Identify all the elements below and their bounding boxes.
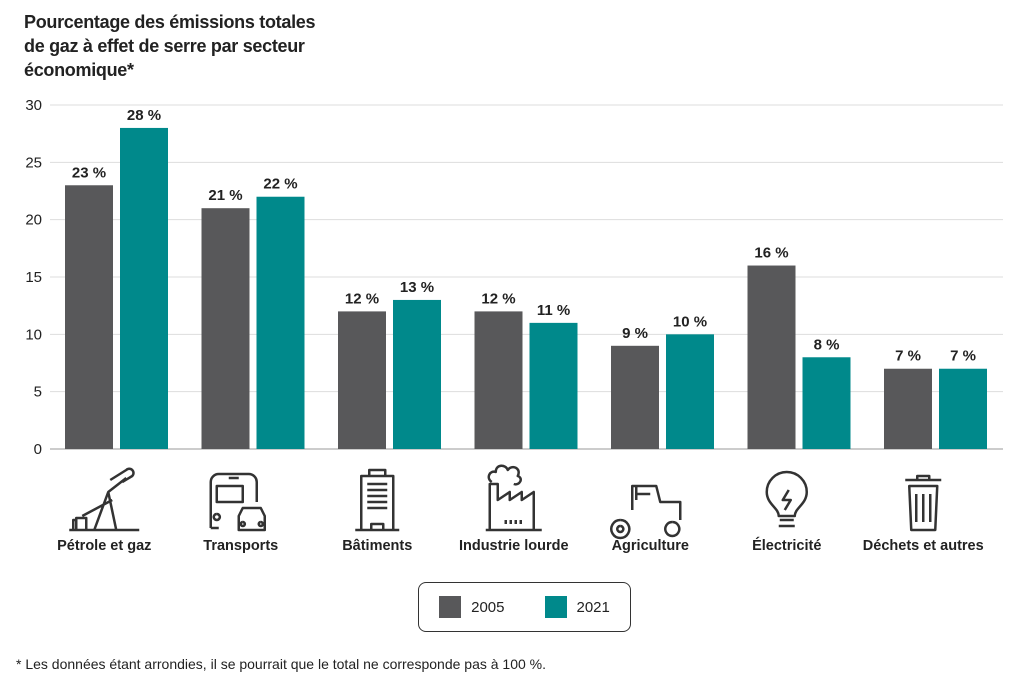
bar-2005 [884,368,932,449]
data-label: 13 % [400,279,434,296]
x-category-label: Pétrole et gaz [57,538,151,554]
x-category-label: Bâtiments [342,538,412,554]
y-tick-label: 15 [25,269,42,286]
y-tick-label: 5 [34,384,42,401]
data-label: 12 % [345,290,379,307]
chart-title: Pourcentage des émissions totales de gaz… [24,12,316,80]
data-label: 9 % [622,325,648,342]
x-category-label: Électricité [752,537,821,554]
y-tick-label: 10 [25,326,42,343]
data-label: 21 % [208,187,242,204]
data-label: 22 % [263,176,297,193]
bar-2005 [747,265,796,449]
footnote: * Les données étant arrondies, il se pou… [16,656,547,672]
legend-swatch-2021 [544,596,567,618]
y-tick-label: 30 [25,97,42,114]
bar-2005 [474,311,523,449]
bar-2021 [120,127,168,449]
legend-label-2021: 2021 [576,598,610,616]
x-category-label: Transports [203,538,278,554]
x-category-label: Déchets et autres [863,538,984,554]
bar-2005 [201,208,250,449]
bar-2021 [666,334,714,449]
bar-2021 [939,368,987,449]
data-label: 8 % [814,336,840,353]
factory-icon [485,464,542,532]
tractor-icon [610,484,682,540]
bar-2005 [65,185,113,449]
legend-item-2021: 2021 [544,596,610,618]
data-label: 12 % [481,290,515,307]
bar-2021 [529,322,578,449]
y-tick-label: 25 [25,154,42,171]
lightbulb-icon [765,470,808,528]
data-label: 10 % [673,313,707,330]
bar-2005 [338,311,386,449]
bar-2005 [611,345,659,449]
data-label: 28 % [127,107,161,124]
x-category-label: Industrie lourde [459,538,569,554]
data-label: 23 % [72,164,106,181]
data-label: 7 % [950,348,976,365]
bar-2021 [393,299,441,449]
legend-label-2005: 2005 [471,598,505,616]
legend-swatch-2005 [439,596,462,618]
bar-2021 [256,196,305,449]
data-label: 7 % [895,348,921,365]
legend-item-2005: 2005 [439,596,505,618]
y-tick-label: 0 [34,441,42,458]
bus-car-icon [209,472,266,532]
y-tick-label: 20 [25,212,42,229]
legend: 2005 2021 [418,582,631,632]
oil-pump-icon [69,467,140,532]
building-icon [355,468,400,532]
bar-2021 [802,357,851,449]
data-label: 16 % [754,245,788,262]
data-label: 11 % [537,302,570,319]
x-category-label: Agriculture [612,538,689,554]
trash-can-icon [905,474,942,532]
